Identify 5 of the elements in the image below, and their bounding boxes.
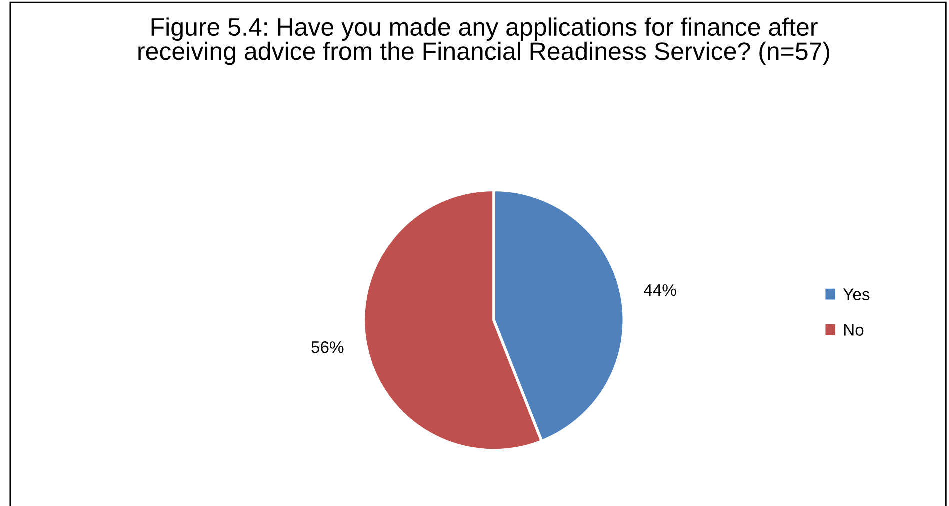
chart-title: Figure 5.4: Have you made any applications for finance after receiving advice from the Financial Readiness Service? (n=57) xyxy=(138,18,830,66)
data-label: 44% xyxy=(644,284,676,296)
legend-label: Yes xyxy=(843,288,870,300)
data-label: 56% xyxy=(312,342,344,354)
legend-label: No xyxy=(844,324,864,336)
